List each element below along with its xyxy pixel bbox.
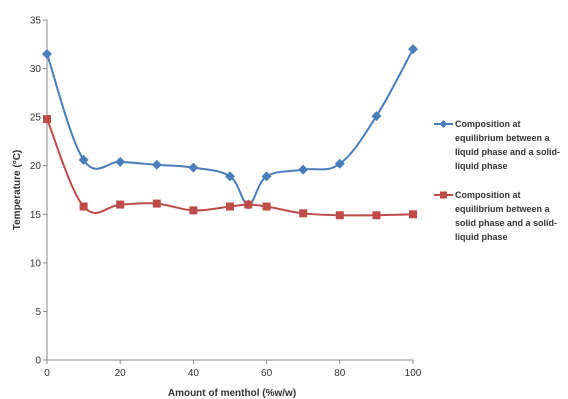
y-tick-label: 0 xyxy=(35,356,41,367)
x-tick-label: 40 xyxy=(188,368,200,379)
data-point-diamond xyxy=(334,158,345,169)
y-tick-label: 35 xyxy=(30,16,42,27)
data-point-square xyxy=(116,200,125,209)
x-ticks: 0 20 40 60 80 100 xyxy=(44,360,422,379)
axes xyxy=(46,20,413,361)
x-tick-label: 20 xyxy=(115,368,127,379)
data-point-square xyxy=(79,202,88,211)
legend-swatch-square-red xyxy=(434,191,453,199)
legend-label-series-1: Composition at equilibrium between a liq… xyxy=(455,119,561,171)
series-1 xyxy=(42,44,418,210)
data-point-square xyxy=(299,209,308,218)
data-point-square xyxy=(43,115,51,124)
legend-swatch-diamond-blue xyxy=(434,120,453,128)
data-point-diamond xyxy=(225,171,235,182)
data-point-diamond xyxy=(115,156,126,167)
x-axis-title: Amount of menthol (%w/w) xyxy=(168,388,296,399)
x-tick-label: 100 xyxy=(405,368,422,379)
y-tick-label: 25 xyxy=(30,113,42,124)
data-point-diamond xyxy=(188,162,199,173)
y-ticks: 0 5 10 15 20 25 30 35 xyxy=(30,16,47,367)
data-point-square xyxy=(226,202,234,211)
data-point-diamond xyxy=(371,111,382,122)
series-layer xyxy=(42,44,418,220)
data-point-diamond xyxy=(42,49,52,59)
data-point-square xyxy=(189,206,198,215)
series-line xyxy=(46,48,414,206)
data-point-square xyxy=(262,202,271,211)
y-tick-label: 5 xyxy=(35,307,41,318)
data-point-diamond xyxy=(408,44,418,55)
y-tick-label: 20 xyxy=(30,161,42,172)
data-point-square xyxy=(244,200,253,209)
y-tick-label: 30 xyxy=(30,64,42,75)
y-axis-title: Temperature (°C) xyxy=(12,150,23,231)
series-2 xyxy=(43,115,417,220)
data-point-square xyxy=(152,199,161,208)
x-tick-label: 60 xyxy=(261,368,273,379)
x-tick-label: 0 xyxy=(44,368,50,379)
data-point-diamond xyxy=(78,154,89,165)
data-point-diamond xyxy=(151,159,162,170)
data-point-square xyxy=(409,210,417,219)
data-point-square xyxy=(372,211,381,220)
y-tick-label: 10 xyxy=(30,258,42,269)
data-point-diamond xyxy=(298,164,309,175)
data-point-diamond xyxy=(261,171,272,182)
legend-label-series-2: Composition at equilibrium between a sol… xyxy=(455,190,558,242)
data-point-square xyxy=(335,211,344,220)
y-tick-label: 15 xyxy=(30,210,42,221)
x-tick-label: 80 xyxy=(334,368,346,379)
